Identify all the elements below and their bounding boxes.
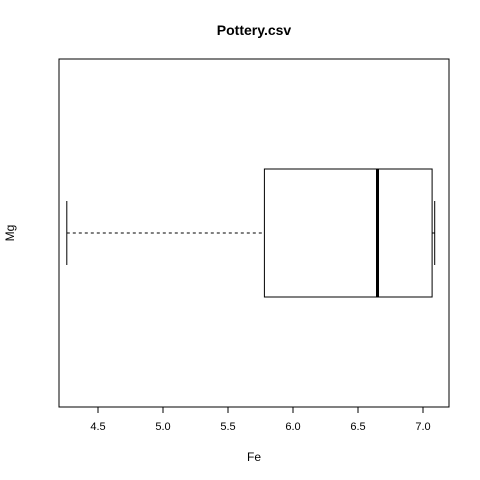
y-axis-label: Mg (3, 225, 17, 242)
x-tick-label-3: 6.0 (285, 421, 300, 433)
iqr-box (263, 168, 433, 298)
x-tick-label-4: 6.5 (350, 421, 365, 433)
x-axis-label: Fe (247, 450, 261, 464)
x-tick-label-5: 7.0 (415, 421, 430, 433)
x-tick-label-1: 5.0 (155, 421, 170, 433)
x-axis: 4.5 5.0 5.5 6.0 6.5 7.0 (90, 407, 431, 433)
chart-title: Pottery.csv (217, 22, 292, 38)
x-tick-label-2: 5.5 (220, 421, 235, 433)
x-tick-label-0: 4.5 (90, 421, 105, 433)
plot-area-frame (58, 58, 450, 408)
boxplot (66, 168, 436, 298)
